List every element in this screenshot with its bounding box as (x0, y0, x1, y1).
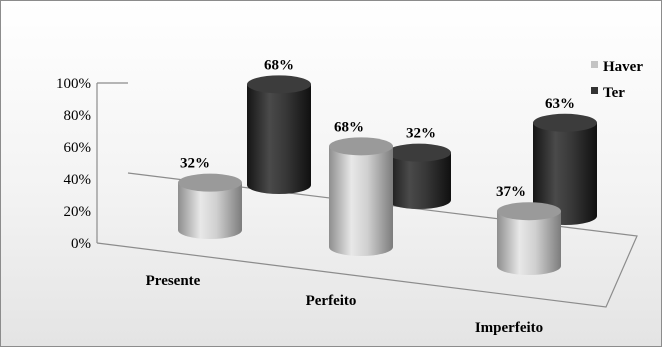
cylinder-ter-perfeito: 32% (387, 126, 451, 209)
data-label-haver: 37% (496, 184, 526, 200)
category-label-imperfeito: Imperfeito (475, 320, 543, 336)
cylinder-haver-presente: 32% (178, 156, 242, 239)
cylinder-body (387, 152, 451, 209)
cylinders: 68% 32% 32% 68% 63% 37% (178, 57, 597, 275)
legend: Haver Ter (591, 59, 643, 101)
data-label-haver: 68% (334, 119, 364, 135)
cylinder-top (533, 113, 597, 132)
y-tick-label: 40% (64, 172, 92, 188)
cylinder-top (247, 75, 311, 94)
data-label-ter: 63% (545, 96, 575, 112)
y-tick-label: 60% (64, 140, 92, 156)
category-label-perfeito: Perfeito (306, 293, 357, 309)
cylinder-haver-imperfeito: 37% (496, 184, 561, 275)
data-label-haver: 32% (180, 156, 210, 172)
cylinder-body (178, 182, 242, 239)
cylinder-body (497, 211, 561, 275)
category-labels: Presente Perfeito Imperfeito (146, 273, 544, 336)
y-ticks: 0% 20% 40% 60% 80% 100% (56, 76, 91, 252)
cylinder-ter-imperfeito: 63% (533, 96, 597, 225)
y-tick-label: 100% (56, 76, 91, 92)
y-tick-label: 0% (71, 236, 91, 252)
cylinder-ter-presente: 68% (247, 57, 311, 194)
legend-label-haver: Haver (603, 59, 643, 75)
cylinder-body (533, 122, 597, 225)
cylinder-haver-perfeito: 68% (329, 119, 393, 256)
cylinder-top (387, 143, 451, 162)
legend-label-ter: Ter (603, 85, 625, 101)
cylinder-top (329, 137, 393, 156)
data-label-ter: 68% (264, 57, 294, 73)
y-tick-label: 20% (64, 204, 92, 220)
category-label-presente: Presente (146, 273, 201, 289)
y-tick-label: 80% (64, 108, 92, 124)
legend-swatch-ter (591, 87, 598, 94)
cylinder-top (497, 202, 561, 221)
cylinder-top (178, 173, 242, 192)
cylinder-body (247, 84, 311, 194)
cylinder-body (329, 146, 393, 256)
legend-swatch-haver (591, 61, 598, 68)
data-label-ter: 32% (406, 126, 436, 142)
